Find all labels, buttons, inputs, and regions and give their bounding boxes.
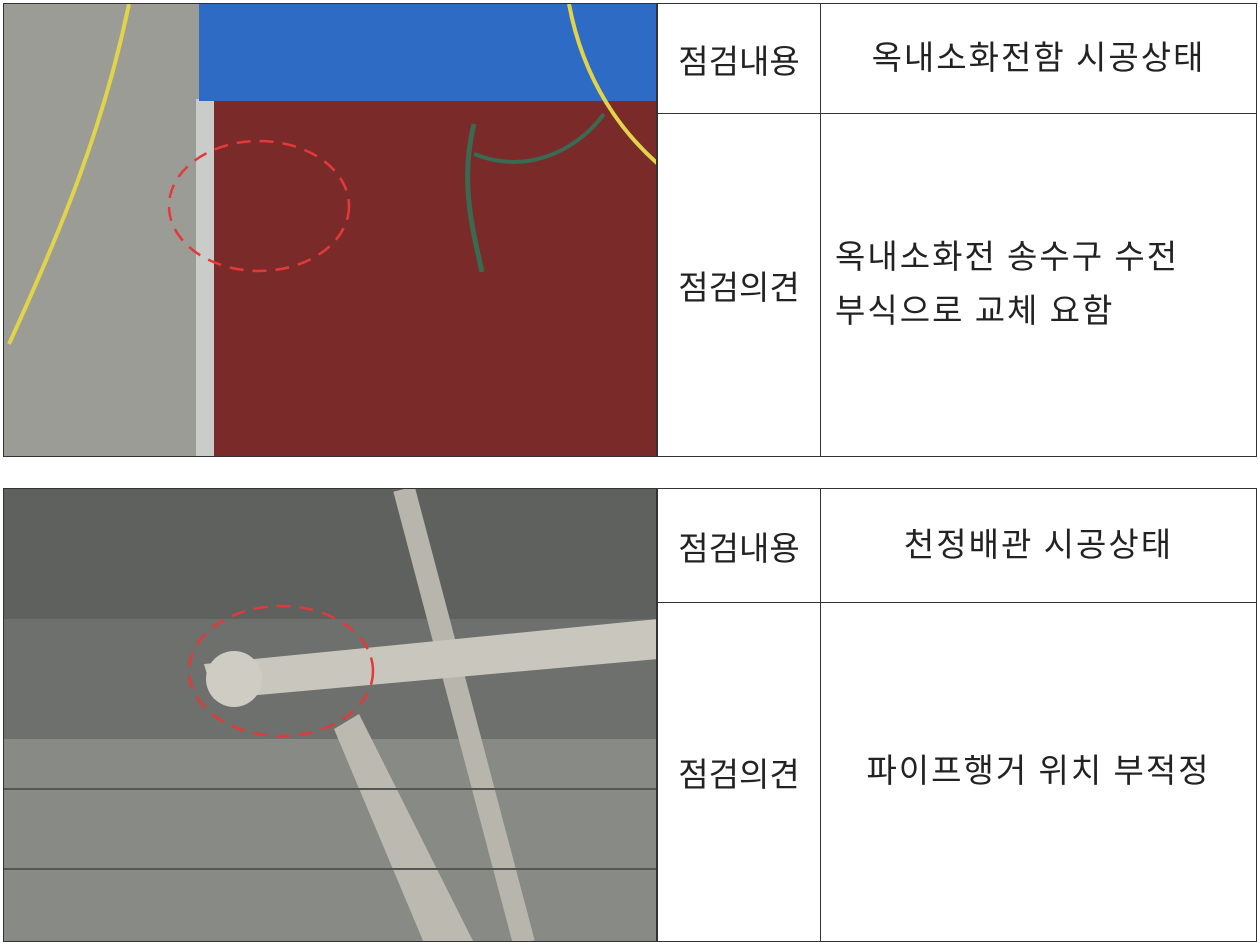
row-content: 천정배관 시공상태 xyxy=(903,527,1174,564)
row-label: 점검의견 xyxy=(658,603,821,941)
row-content: 옥내소화전함 시공상태 xyxy=(871,40,1206,77)
photo-fire-hydrant xyxy=(3,3,657,457)
row-label: 점검내용 xyxy=(658,4,821,113)
photo-ceiling-pipe xyxy=(3,488,657,942)
inspection-table: 점검내용 천정배관 시공상태 점검의견 파이프행거 위치 부적정 xyxy=(657,488,1257,942)
photo-drawing xyxy=(4,489,656,941)
photo-drawing xyxy=(4,4,656,456)
row-label: 점검의견 xyxy=(658,114,821,456)
row-label: 점검내용 xyxy=(658,489,821,602)
row-content: 옥내소화전 송수구 수전 xyxy=(835,240,1180,276)
row-content: 파이프행거 위치 부적정 xyxy=(866,754,1211,790)
row-content: 부식으로 교체 요함 xyxy=(835,294,1115,330)
inspection-table: 점검내용 옥내소화전함 시공상태 점검의견 옥내소화전 송수구 수전 부식으로 … xyxy=(657,3,1257,457)
